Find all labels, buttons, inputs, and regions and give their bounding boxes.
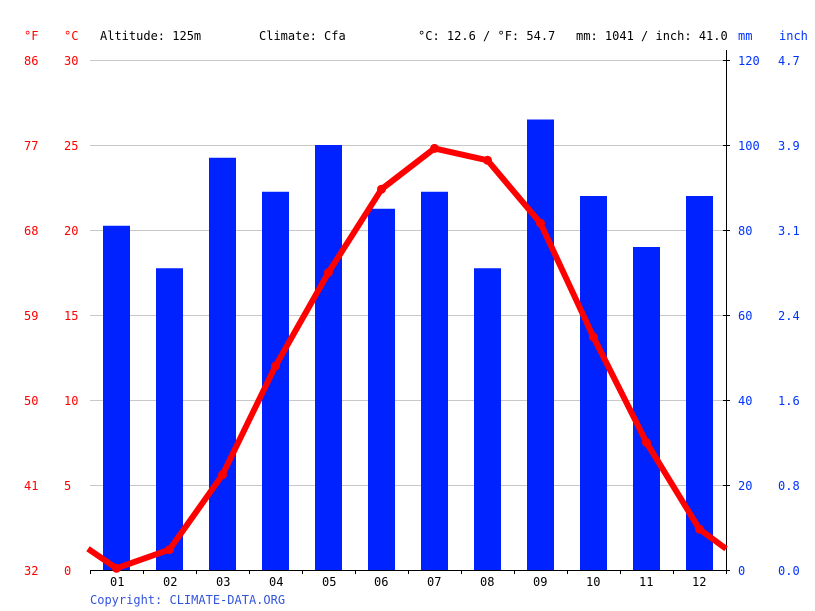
fahrenheit-tick: 41: [24, 479, 39, 493]
temperature-point: [377, 184, 386, 194]
inch-tick: 2.4: [778, 309, 800, 323]
celsius-tick: 15: [64, 309, 79, 323]
precipitation-bar: [527, 119, 554, 570]
month-label: 02: [163, 575, 178, 589]
month-label: 08: [480, 575, 495, 589]
altitude-label: Altitude: 125m: [100, 29, 202, 43]
unit-mm-label: mm: [738, 29, 753, 43]
month-label: 04: [269, 575, 284, 589]
precipitation-bar: [368, 208, 395, 570]
celsius-tick: 25: [64, 139, 79, 153]
chart-axes: [90, 50, 730, 574]
inch-tick: 4.7: [778, 54, 800, 68]
fahrenheit-tick: 77: [24, 139, 39, 153]
inch-tick: 0.8: [778, 479, 800, 493]
average-temperature-label: °C: 12.6 / °F: 54.7: [418, 29, 556, 43]
mm-tick: 0: [738, 564, 746, 578]
month-label: 01: [110, 575, 125, 589]
precipitation-bar: [421, 191, 448, 570]
grid-lines: [90, 60, 726, 486]
fahrenheit-tick: 32: [24, 564, 39, 578]
month-label: 12: [692, 575, 707, 589]
celsius-tick: 20: [64, 224, 79, 238]
mm-tick: 120: [738, 54, 760, 68]
fahrenheit-tick: 59: [24, 309, 39, 323]
unit-fahrenheit-label: °F: [24, 29, 39, 43]
temperature-point: [218, 470, 227, 480]
temperature-polyline: [86, 145, 728, 572]
precipitation-bar: [103, 225, 130, 570]
precipitation-bar: [156, 268, 183, 570]
temperature-point: [271, 361, 280, 371]
month-label: 03: [216, 575, 231, 589]
precipitation-bar: [315, 145, 342, 570]
inch-tick: 3.1: [778, 224, 800, 238]
precipitation-bar: [209, 157, 236, 570]
precipitation-bar: [633, 247, 660, 570]
mm-tick: 20: [738, 479, 753, 493]
mm-tick: 40: [738, 394, 753, 408]
temperature-point: [483, 155, 492, 165]
celsius-tick: 0: [64, 564, 72, 578]
month-label: 05: [322, 575, 337, 589]
mm-tick: 100: [738, 139, 760, 153]
unit-celsius-label: °C: [64, 29, 79, 43]
inch-tick: 0.0: [778, 564, 800, 578]
temperature-line: [86, 143, 728, 573]
temperature-point: [430, 143, 439, 153]
total-precipitation-label: mm: 1041 / inch: 41.0: [576, 29, 728, 43]
month-label: 10: [586, 575, 601, 589]
temperature-point: [642, 438, 651, 447]
copyright-link[interactable]: Copyright: CLIMATE-DATA.ORG: [90, 593, 286, 607]
fahrenheit-tick: 50: [24, 394, 39, 408]
temperature-point: [165, 545, 174, 555]
temperature-point: [324, 268, 333, 277]
temperature-point: [112, 563, 121, 573]
celsius-tick: 10: [64, 394, 79, 408]
temperature-point: [695, 524, 704, 534]
month-label: 07: [427, 575, 442, 589]
climate-label: Climate: Cfa: [259, 29, 346, 43]
temperature-point: [536, 218, 545, 228]
celsius-tick: 30: [64, 54, 79, 68]
precipitation-bars: [103, 119, 713, 570]
inch-tick: 3.9: [778, 139, 800, 153]
month-label: 06: [374, 575, 389, 589]
month-label: 11: [639, 575, 654, 589]
precipitation-bar: [474, 268, 501, 570]
precipitation-bar: [686, 196, 713, 570]
fahrenheit-tick: 68: [24, 224, 39, 238]
mm-tick: 60: [738, 309, 753, 323]
precipitation-bar: [580, 196, 607, 570]
inch-tick: 1.6: [778, 394, 800, 408]
celsius-tick: 5: [64, 479, 72, 493]
mm-tick: 80: [738, 224, 753, 238]
fahrenheit-tick: 86: [24, 54, 39, 68]
temperature-point: [589, 332, 598, 342]
month-label: 09: [533, 575, 548, 589]
unit-inch-label: inch: [779, 29, 808, 43]
